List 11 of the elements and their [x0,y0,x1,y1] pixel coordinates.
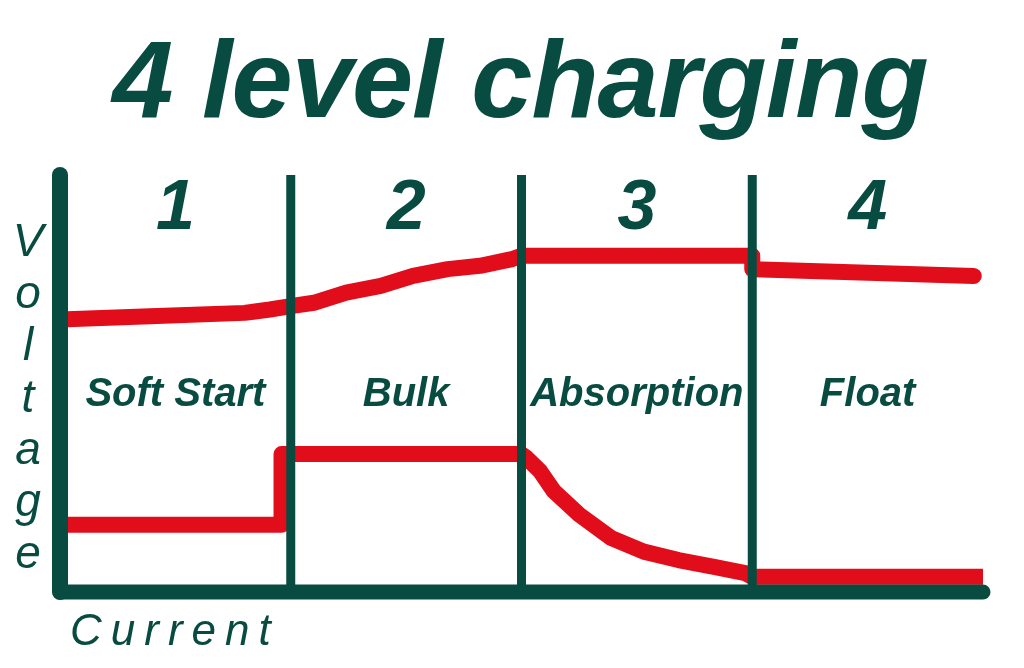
chart-title: 4 level charging [109,17,929,140]
annotation: Soft Start [85,369,268,414]
x-axis-title: Current [70,605,280,654]
x-tick-label: 2 [384,166,426,244]
annotation: Bulk [362,369,452,414]
x-tick-label: 1 [155,166,195,244]
y-axis-title: Voltage [12,213,48,578]
annotation: Float [819,369,918,414]
x-tick-label: 3 [617,166,657,244]
annotation: Absorption [529,369,744,414]
x-tick-label: 4 [846,166,888,244]
